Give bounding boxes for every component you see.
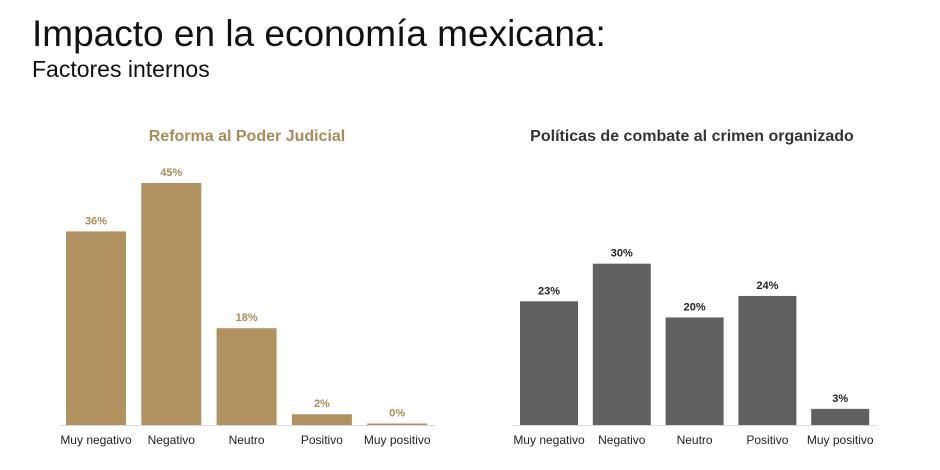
x-tick-label: Muy negativo	[513, 433, 585, 447]
x-tick-label: Muy positivo	[364, 433, 431, 447]
bar	[811, 408, 870, 425]
x-tick-label: Negativo	[598, 433, 646, 447]
x-tick-label: Negativo	[148, 433, 196, 447]
bar	[141, 183, 202, 425]
data-label: 2%	[314, 398, 330, 410]
bar	[738, 295, 797, 425]
data-label: 0%	[389, 408, 405, 420]
bar	[66, 231, 126, 425]
bar	[665, 317, 724, 425]
data-label: 23%	[538, 285, 560, 297]
x-tick-label: Neutro	[229, 433, 265, 447]
x-tick-label: Neutro	[677, 433, 713, 447]
bar	[520, 301, 578, 425]
data-label: 24%	[756, 280, 778, 292]
x-tick-label: Muy negativo	[60, 433, 132, 447]
page-title: Impacto en la economía mexicana:	[32, 13, 606, 54]
page-subtitle: Factores internos	[32, 56, 210, 82]
x-tick-label: Positivo	[746, 433, 788, 447]
chart-title: Políticas de combate al crimen organizad…	[530, 128, 854, 145]
data-label: 3%	[832, 393, 848, 405]
bar	[216, 328, 277, 425]
bar	[291, 414, 352, 425]
x-tick-label: Positivo	[301, 433, 343, 447]
bar	[367, 423, 428, 425]
bar	[592, 263, 651, 425]
data-label: 36%	[85, 215, 107, 227]
data-label: 18%	[236, 312, 258, 324]
data-label: 30%	[611, 248, 633, 260]
data-label: 20%	[684, 301, 706, 313]
chart-title: Reforma al Poder Judicial	[149, 128, 346, 145]
x-tick-label: Muy positivo	[807, 433, 874, 447]
data-label: 45%	[160, 167, 182, 179]
